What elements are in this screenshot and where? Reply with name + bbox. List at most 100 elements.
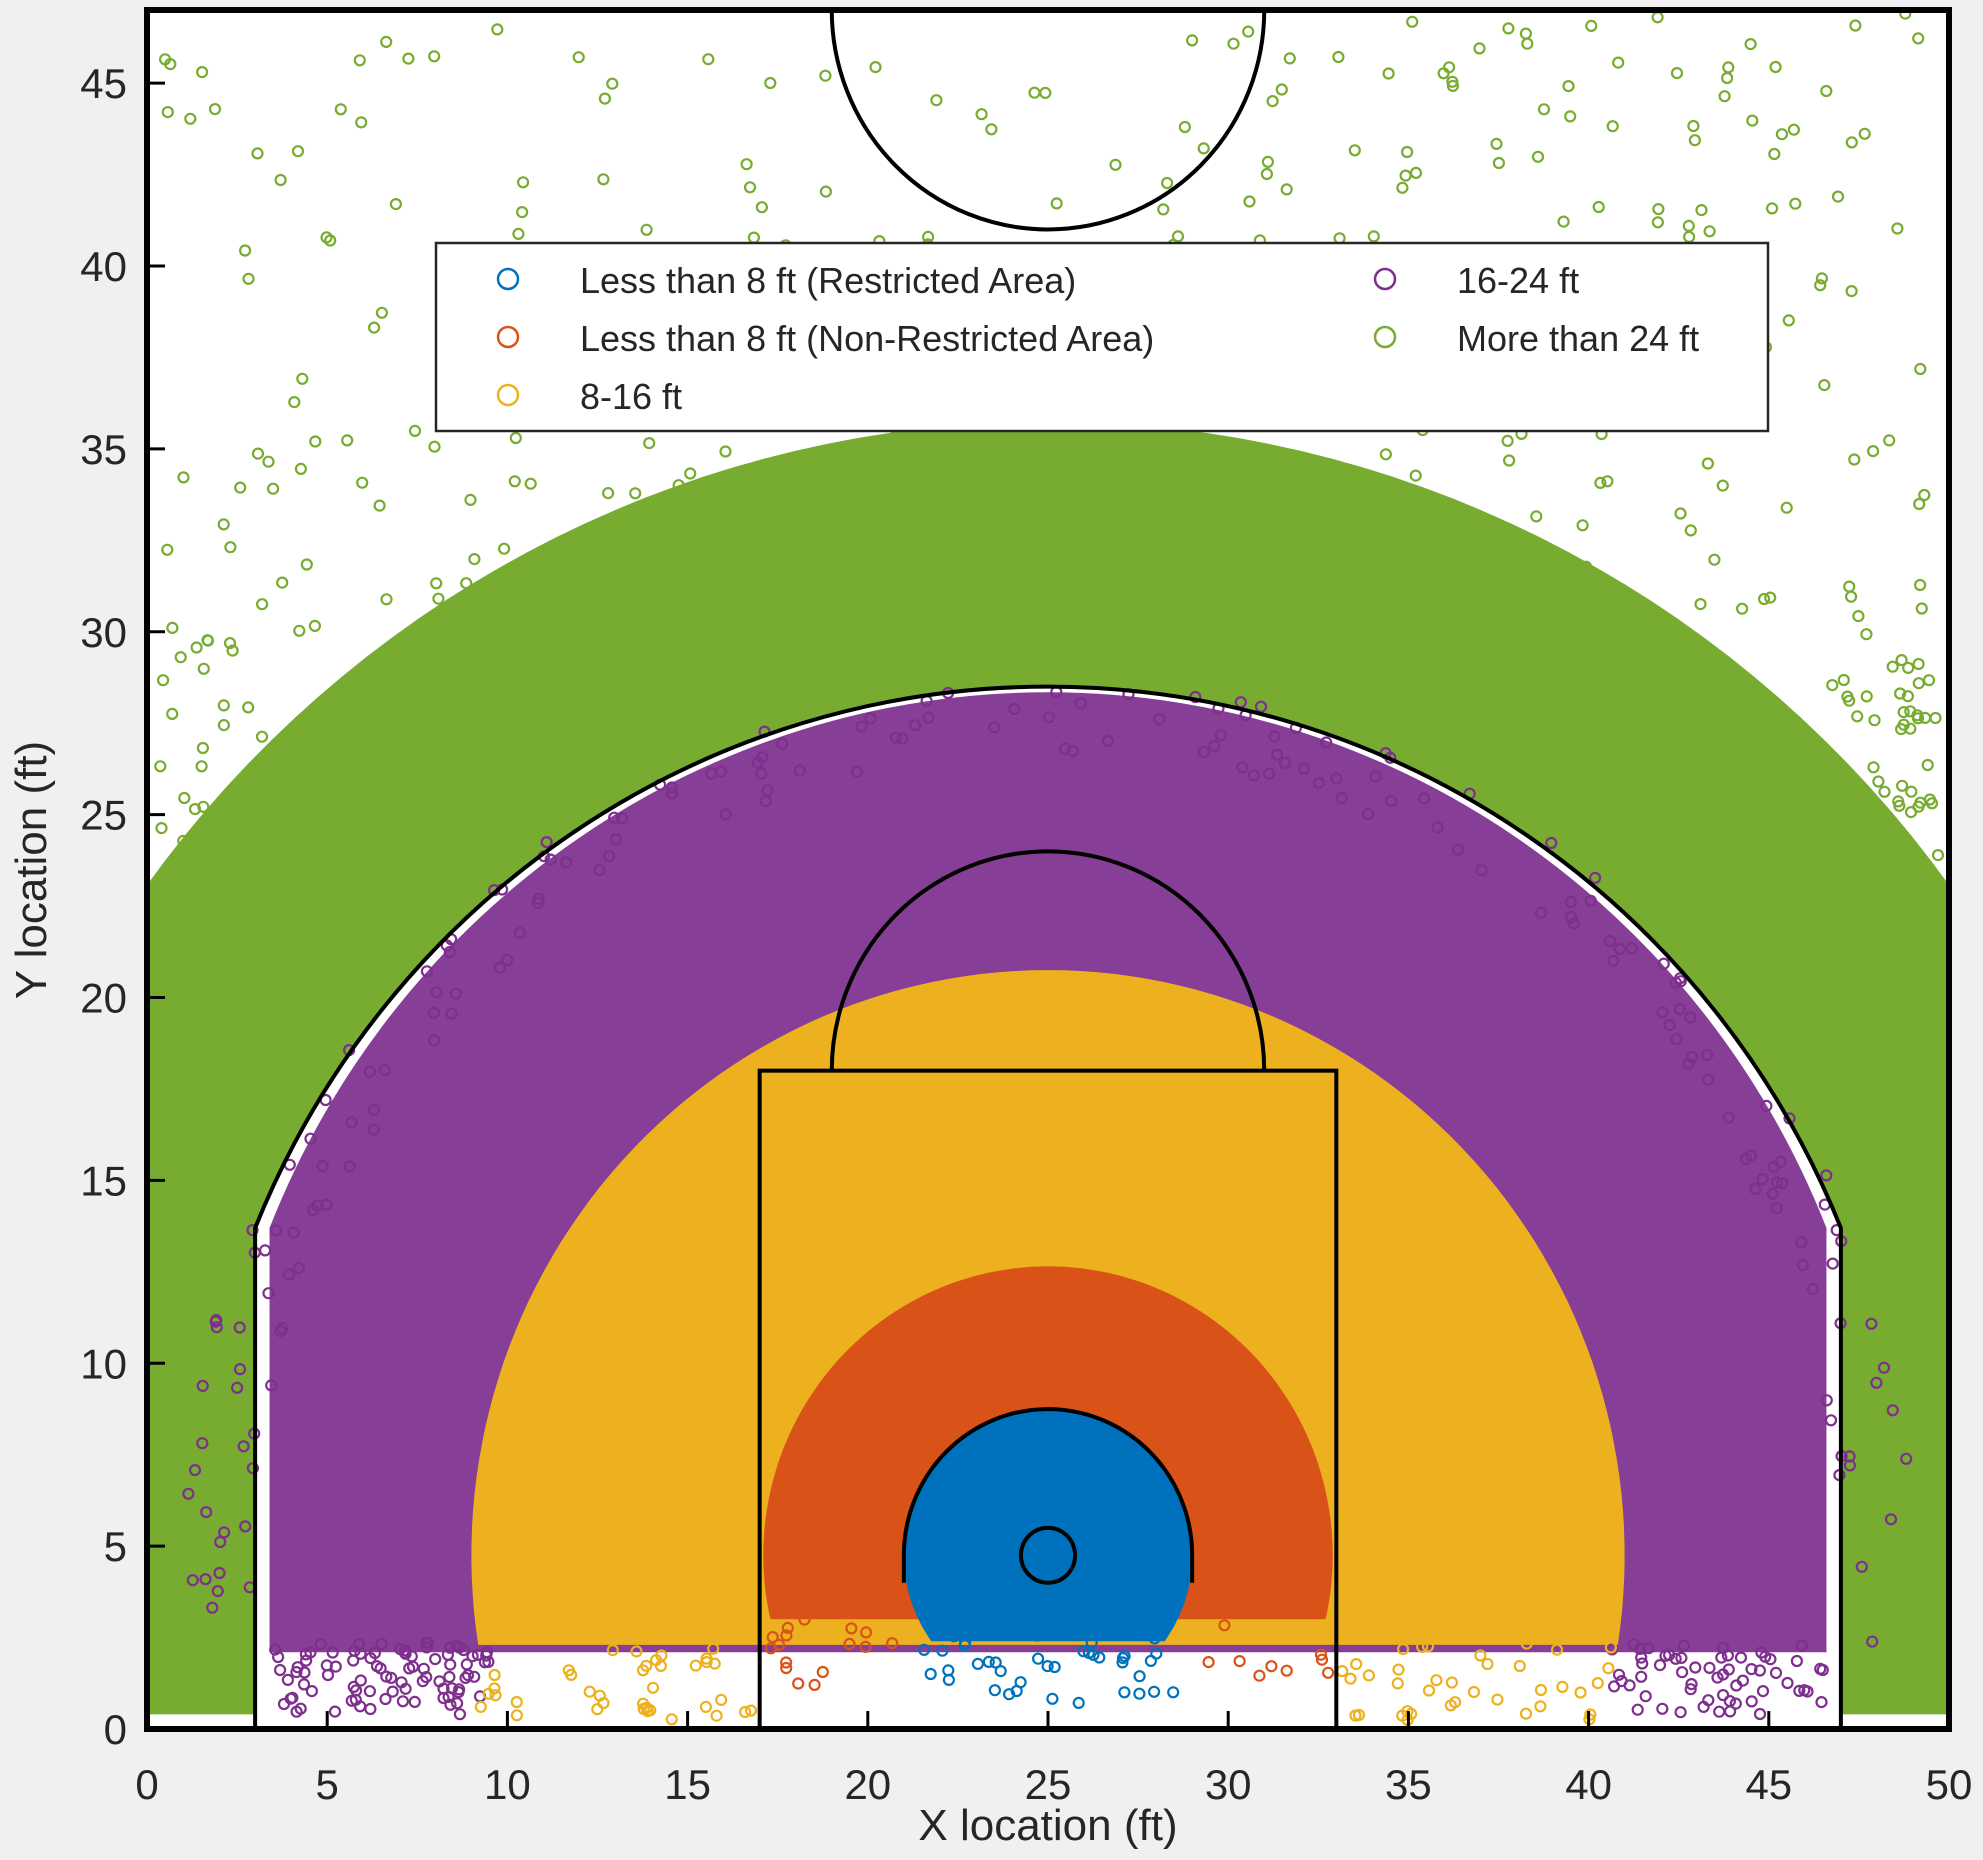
scatter-point <box>1904 1159 1918 1172</box>
scatter-point <box>281 1673 294 1687</box>
scatter-point <box>1832 880 1845 893</box>
scatter-point <box>230 810 243 824</box>
scatter-point <box>985 123 998 136</box>
scatter-point <box>989 1656 1002 1669</box>
scatter-point <box>1502 454 1516 467</box>
y-tick-label: 30 <box>80 609 127 656</box>
axis-ticks: 0 5 10 15 20 25 30 35 40 45 50 0 5 10 15 20 25 30 35 40 45 <box>80 60 1972 1808</box>
scatter-point <box>565 1668 578 1682</box>
scatter-point <box>1530 510 1543 523</box>
key-paint <box>757 1068 1339 1729</box>
scatter-point <box>1603 934 1617 948</box>
scatter-point <box>1900 1452 1913 1465</box>
scatter-point <box>1236 761 1249 774</box>
scatter-point <box>1824 1414 1838 1427</box>
scatter-point <box>1670 1033 1683 1046</box>
scatter-point <box>1492 156 1506 170</box>
scatter-point <box>242 701 255 714</box>
scatter-point <box>193 1120 206 1133</box>
scatter-point <box>1787 123 1801 136</box>
scatter-point <box>211 1584 224 1598</box>
scatter-point <box>262 1287 275 1300</box>
scatter-point <box>1474 1649 1487 1662</box>
scatter-point <box>560 856 573 869</box>
scatter-point <box>355 116 368 129</box>
center-circle <box>829 10 1267 232</box>
scatter-point <box>364 1651 377 1665</box>
scatter-point <box>274 173 287 187</box>
scatter-point <box>364 1702 377 1716</box>
scatter-point <box>1760 1099 1773 1113</box>
scatter-point <box>512 227 525 240</box>
scatter-point <box>1703 1661 1716 1675</box>
scatter-point <box>1369 770 1382 783</box>
scatter-point <box>356 476 369 489</box>
scatter-point <box>1657 957 1670 970</box>
legend-label: 8-16 ft <box>580 376 682 417</box>
scatter-point <box>1721 1649 1735 1662</box>
scatter-point <box>242 272 255 285</box>
scatter-point <box>1843 694 1856 707</box>
scatter-point <box>363 1685 376 1698</box>
scatter-point <box>1815 272 1829 285</box>
scatter-point <box>157 674 170 687</box>
scatter-point <box>290 1665 303 1679</box>
scatter-point <box>1896 890 1909 903</box>
scatter-point <box>1585 19 1598 32</box>
scatter-point <box>1262 767 1276 780</box>
scatter-point <box>168 912 181 925</box>
y-tick-label: 35 <box>80 426 127 473</box>
scatter-point <box>171 900 184 914</box>
scatter-point <box>1652 203 1665 216</box>
scatter-point <box>1254 700 1268 713</box>
scatter-point <box>408 1695 421 1709</box>
scatter-point <box>1077 1645 1090 1658</box>
scatter-point <box>1905 785 1918 798</box>
scatter-point <box>479 601 492 614</box>
scatter-point <box>420 965 433 978</box>
scatter-point <box>177 834 190 848</box>
scatter-point <box>1178 120 1192 134</box>
scatter-point <box>1895 779 1909 792</box>
scatter-point <box>1601 475 1614 488</box>
scatter-point <box>1109 158 1122 171</box>
scatter-point <box>224 938 237 951</box>
scatter-point <box>508 475 521 488</box>
scatter-point <box>1913 578 1927 592</box>
scatter-point <box>237 1440 250 1453</box>
scatter-point <box>603 849 616 863</box>
scatter-point <box>214 1069 227 1082</box>
scatter-point <box>1925 1071 1938 1084</box>
x-tick-label: 10 <box>484 1761 531 1808</box>
scatter-point <box>1796 1258 1809 1272</box>
scatter-point <box>1729 1697 1742 1710</box>
scatter-point <box>982 1655 995 1669</box>
scatter-point <box>1473 42 1486 55</box>
scatter-point <box>1615 1674 1628 1688</box>
scatter-point <box>223 636 237 650</box>
scatter-point <box>1877 1361 1891 1374</box>
scatter-point <box>994 1664 1007 1678</box>
scatter-point <box>1708 553 1721 566</box>
scatter-point <box>684 467 697 480</box>
x-tick-label: 50 <box>1926 1761 1973 1808</box>
scatter-point <box>375 1637 388 1651</box>
scatter-point <box>1884 1513 1898 1526</box>
scatter-point <box>1839 985 1853 998</box>
scatter-point <box>1895 653 1908 667</box>
scatter-point <box>1820 1169 1833 1182</box>
scatter-point <box>875 449 888 462</box>
scatter-point <box>1770 1201 1783 1215</box>
scatter-point <box>1870 1087 1884 1100</box>
scatter-point <box>1918 488 1931 502</box>
scatter-point <box>1730 1679 1743 1692</box>
scatter-point <box>540 835 553 849</box>
scatter-point <box>1769 60 1782 74</box>
scatter-point <box>798 1613 811 1626</box>
scatter-point <box>1520 1637 1533 1650</box>
scatter-point <box>1826 1257 1839 1270</box>
scatter-point <box>1041 1659 1054 1673</box>
scatter-point <box>780 1661 793 1675</box>
scatter-point <box>233 998 246 1011</box>
scatter-point <box>1914 362 1927 376</box>
